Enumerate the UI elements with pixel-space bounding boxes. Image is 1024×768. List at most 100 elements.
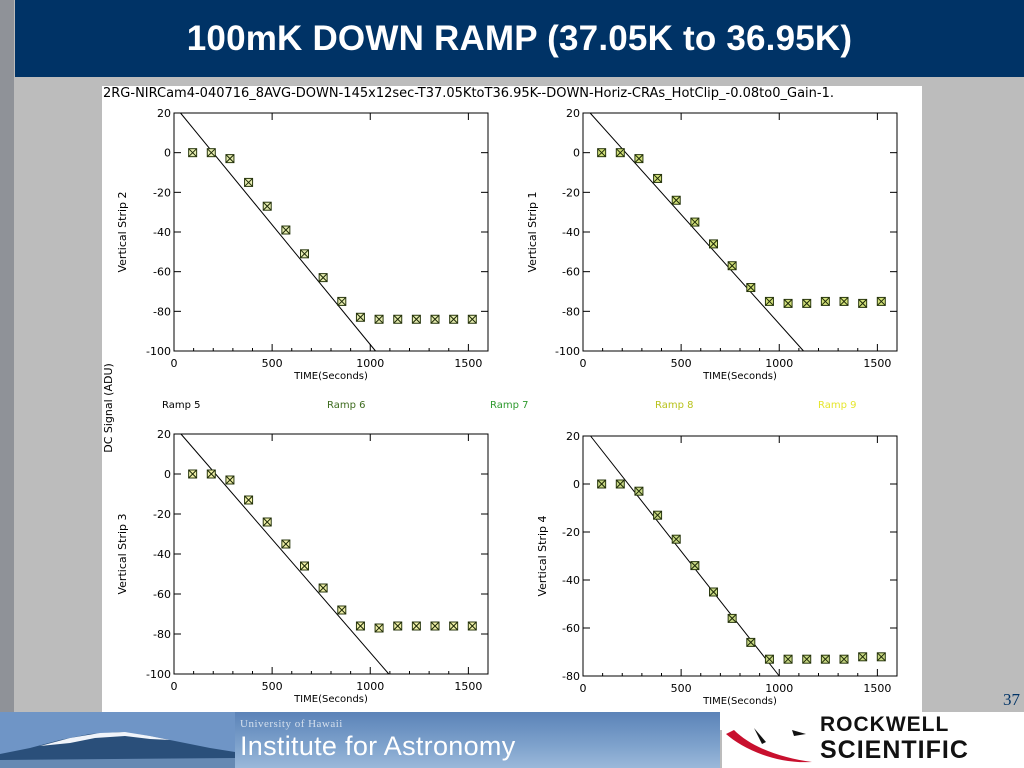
panel-4-data-point-cross [765,654,774,664]
panel-3-ytick-label: -40 [153,548,171,561]
panel-4-ytick-label: -60 [562,622,580,635]
panel-3-data-point-cross [300,561,309,571]
panel-4-data-point-cross [671,534,681,544]
panel-3-data-point-cross [225,475,235,485]
panel-4-xtick-label: 0 [580,682,587,695]
panel-4-xtick-label: 500 [671,682,692,695]
panel-2-data-point-cross [597,148,606,158]
panel-4-xtick-label: 1000 [765,682,793,695]
footer-institute-banner: University of Hawaii Institute for Astro… [0,712,720,768]
panel-2-ytick-label: -40 [562,226,580,239]
slide-left-border [0,0,14,768]
title-bar: 100mK DOWN RAMP (37.05K to 36.95K) [15,0,1024,77]
panel-3-ytick-label: -80 [153,628,171,641]
rockwell-scientific-logo: ROCKWELL SCIENTIFIC [722,712,1024,768]
page-number: 37 [1003,690,1020,709]
panel-2-data-point-cross [727,261,737,271]
panel-3-ytick-label: 0 [164,468,171,481]
panel-4-data-point-cross [802,654,812,664]
figure-svg: 2RG-NIRCam4-040716_8AVG-DOWN-145x12sec-T… [102,86,898,707]
company-name-line2: SCIENTIFIC [820,736,969,764]
panel-1-data-point-cross [318,273,328,282]
panel-1-data-point-cross [467,314,477,324]
panel-2-data-point-cross [876,297,886,306]
panel-2-fit-line [589,112,804,352]
panel-4-ytick-label: 20 [566,430,580,443]
panel-1-data-point-cross [374,314,384,324]
slide-title: 100mK DOWN RAMP (37.05K to 36.95K) [186,18,853,58]
panel-4-ytick-label: 0 [573,478,580,491]
panel-1-data-point-cross [262,201,272,211]
panel-3-data-point-cross [244,495,253,505]
panel-1-data-point-cross [337,297,347,306]
legend-entry-7: Ramp 7 [490,400,529,411]
figure-panel: 2RG-NIRCam4-040716_8AVG-DOWN-145x12sec-T… [102,86,922,730]
panel-2-data-point-cross [765,297,774,306]
panel-3-data-point-cross [393,621,403,631]
panel-2-data-point-cross [802,299,812,308]
panel-1-ytick-label: -40 [153,226,171,239]
panel-1-ytick-label: -60 [153,266,171,279]
panel-3-xtick-label: 1000 [356,680,384,693]
panel-4-data-point-cross [783,654,793,664]
panel-3-ytick-label: -100 [146,668,171,681]
panel-4-ytick-label: -40 [562,574,580,587]
panel-2-xtick-label: 0 [580,357,587,370]
panel-1-ytick-label: -20 [153,186,171,199]
figure-header-text: 2RG-NIRCam4-040716_8AVG-DOWN-145x12sec-T… [103,86,834,101]
shared-ylabel: DC Signal (ADU) [102,363,115,453]
panel-1-xtick-label: 500 [262,357,283,370]
panel-1-data-point-cross [356,312,365,322]
panel-2-ytick-label: 20 [566,107,580,120]
panel-2-ytick-label: -80 [562,305,580,318]
panel-4-data-point-cross [690,561,700,570]
panel-2-data-point-cross [839,297,849,306]
panel-2-data-point-cross [690,217,700,227]
panel-3-ytick-label: -20 [153,508,171,521]
institute-label: Institute for Astronomy [240,731,516,761]
panel-4-data-point-cross [615,479,625,489]
panel-1-data-point-cross [206,148,216,158]
panel-3-data-point-cross [467,621,477,631]
panel-2-data-point-cross [858,299,868,308]
panel-3-ylabel: Vertical Strip 3 [116,513,129,594]
panel-3-data-point-cross [374,623,384,633]
panel-1-axes-box [173,112,489,352]
panel-2-ylabel: Vertical Strip 1 [526,191,539,272]
panel-3-ytick-label: -60 [153,588,171,601]
panel-4-axes-box [582,435,898,677]
panel-1-data-point-cross [393,314,403,324]
panel-4-data-point-cross [597,479,606,489]
panel-3-data-point-cross [262,517,272,527]
panel-3-xlabel: TIME(Seconds) [293,694,368,705]
panel-3-data-point-cross [337,605,347,615]
panel-1-data-point-cross [281,225,291,235]
panel-4-ylabel: Vertical Strip 4 [536,515,549,596]
panel-1-xtick-label: 1000 [356,357,384,370]
panel-1-data-point-cross [430,314,440,324]
panel-4-xlabel: TIME(Seconds) [702,696,777,707]
panel-4-data-point-cross [653,510,662,520]
panel-4-data-point-cross [876,652,886,662]
panel-3-xtick-label: 1500 [454,680,482,693]
panel-2-ytick-label: -60 [562,266,580,279]
panel-2-ytick-label: 0 [573,147,580,160]
panel-1-ytick-label: -100 [146,345,171,358]
legend-entry-8: Ramp 8 [655,400,694,411]
panel-1-data-point-cross [244,178,253,187]
panel-4-data-point-cross [634,486,644,496]
panel-1-data-point-cross [449,314,459,324]
panel-2-xlabel: TIME(Seconds) [702,371,777,382]
panel-3-xtick-label: 500 [262,680,283,693]
panel-3-data-point-cross [318,583,328,593]
panel-3-data-point-cross [206,469,216,479]
legend-entry-5: Ramp 5 [162,400,201,411]
company-name-line1: ROCKWELL [820,713,950,736]
panel-2-xtick-label: 1000 [765,357,793,370]
panel-2-data-point-cross [746,283,756,292]
panel-1-xtick-label: 1500 [454,357,482,370]
panel-3-xtick-label: 0 [171,680,178,693]
panel-4-data-point-cross [821,654,830,664]
panel-1-xtick-label: 0 [171,357,178,370]
panel-2-data-point-cross [821,297,830,306]
